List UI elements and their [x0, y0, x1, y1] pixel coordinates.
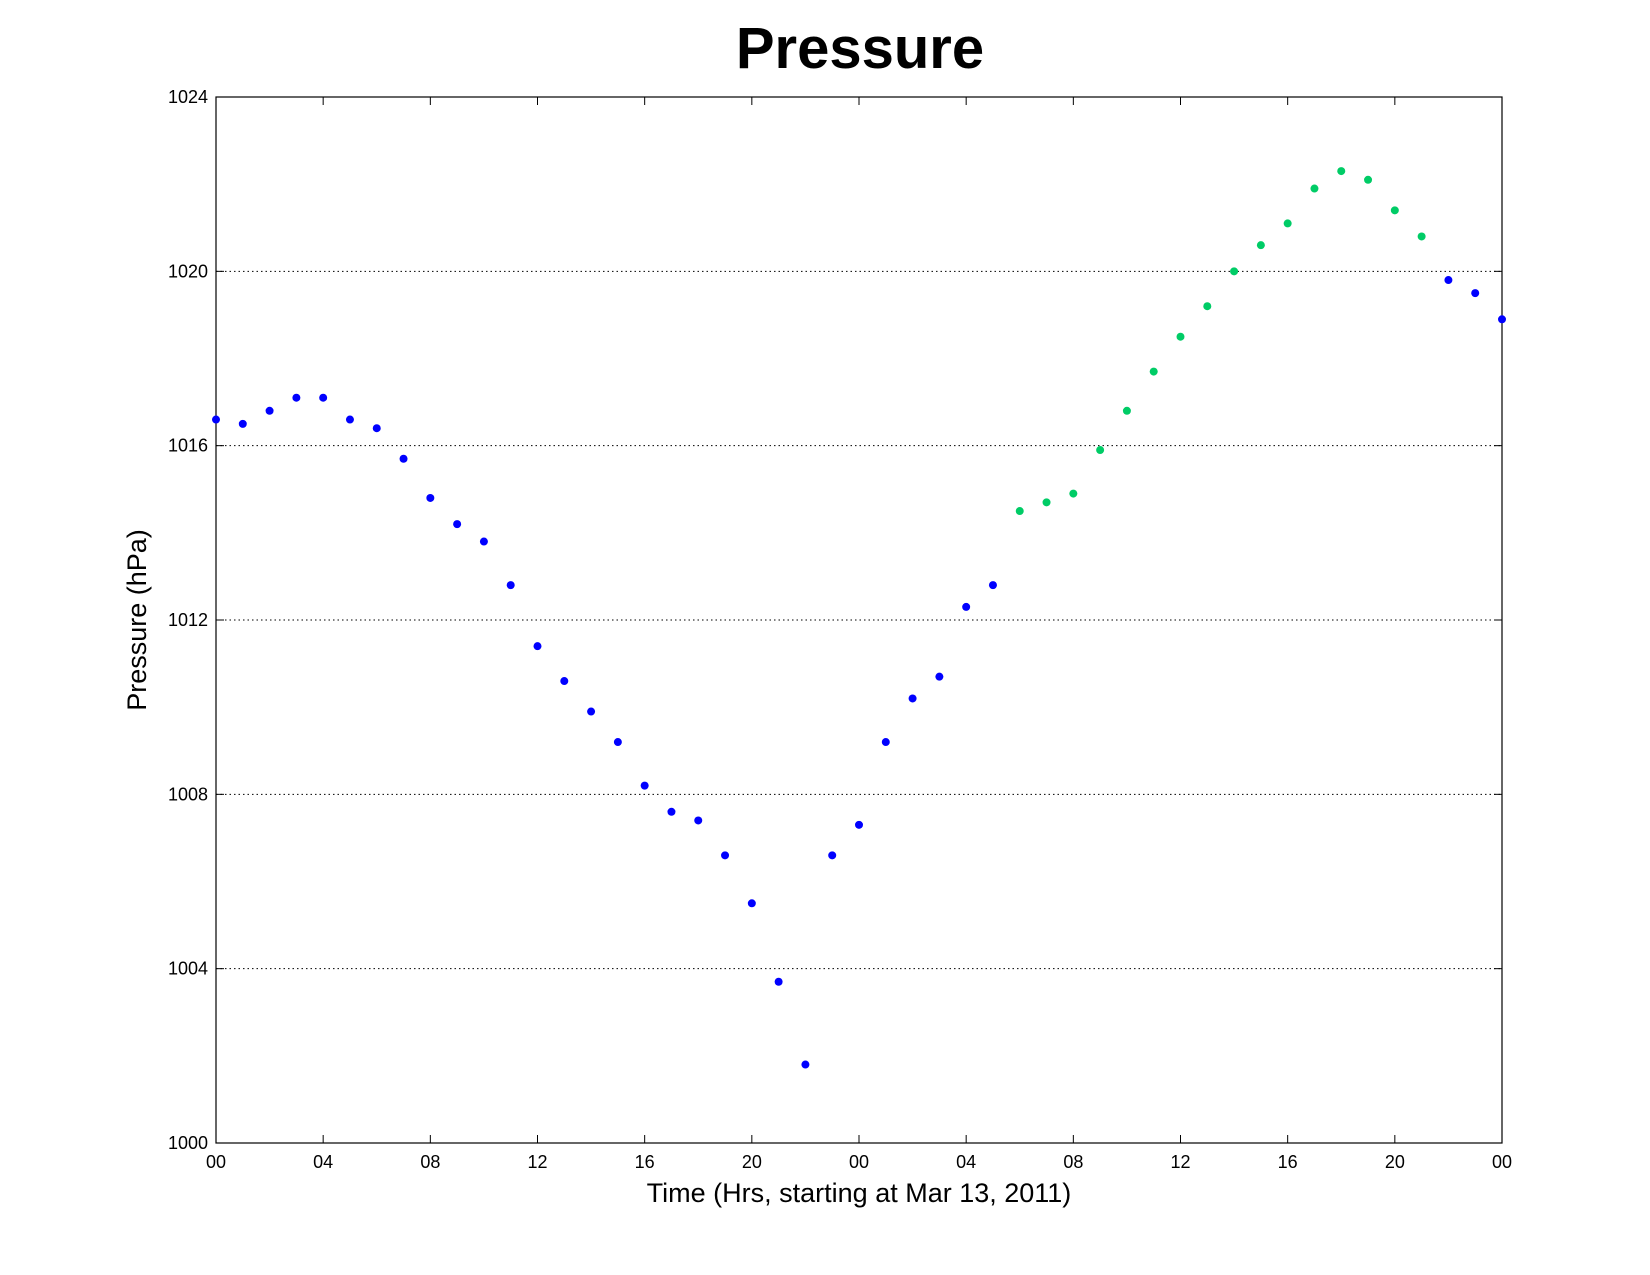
- data-point-series-2: [1364, 175, 1373, 184]
- y-axis-label: Pressure (hPa): [122, 529, 152, 711]
- data-point-series-1: [560, 677, 569, 686]
- x-tick-label: 08: [420, 1152, 440, 1172]
- y-tick-label: 1004: [168, 959, 208, 979]
- data-point-series-2: [1149, 367, 1158, 376]
- data-point-series-1: [855, 820, 863, 829]
- data-point-series-1: [774, 977, 783, 986]
- data-point-series-2: [1042, 498, 1051, 507]
- data-point-series-1: [962, 602, 971, 611]
- chart-title: Pressure: [736, 16, 984, 81]
- data-point-series-2: [1390, 206, 1399, 215]
- x-tick-label: 16: [635, 1152, 655, 1172]
- x-tick-label: 16: [1278, 1152, 1298, 1172]
- x-tick-label: 20: [742, 1152, 762, 1172]
- y-tick-label: 1024: [168, 87, 208, 107]
- x-tick-label: 20: [1385, 1152, 1405, 1172]
- data-point-series-1: [399, 454, 408, 463]
- data-point-series-1: [908, 694, 917, 703]
- x-tick-label: 08: [1063, 1152, 1083, 1172]
- data-point-series-1: [640, 781, 649, 790]
- data-point-series-2: [1337, 167, 1346, 176]
- y-tick-label: 1000: [168, 1133, 208, 1153]
- data-point-series-1: [721, 851, 730, 860]
- data-point-series-1: [292, 393, 301, 402]
- data-point-series-1: [694, 816, 703, 825]
- data-point-series-1: [533, 642, 542, 651]
- data-point-series-1: [453, 520, 462, 529]
- data-point-series-1: [613, 738, 622, 747]
- data-point-series-2: [1096, 446, 1105, 455]
- data-point-series-2: [1176, 332, 1185, 341]
- data-point-series-2: [1310, 184, 1319, 193]
- data-point-series-2: [1122, 406, 1131, 415]
- data-point-series-1: [1444, 276, 1453, 285]
- data-point-series-1: [747, 899, 756, 908]
- y-gridlines: [216, 270, 1502, 970]
- data-point-series-1: [828, 851, 837, 860]
- axis-ticks: [215, 96, 1503, 1144]
- data-point-series-1: [587, 707, 596, 716]
- data-point-series-2: [1417, 232, 1426, 241]
- data-point-series-1: [345, 415, 354, 424]
- data-point-series-1: [319, 393, 328, 402]
- data-point-series-1: [238, 419, 247, 428]
- data-points: [212, 167, 1506, 1069]
- x-tick-label: 12: [1170, 1152, 1190, 1172]
- x-tick-label: 00: [849, 1152, 869, 1172]
- data-point-series-2: [1069, 489, 1078, 498]
- x-tick-label: 00: [1492, 1152, 1512, 1172]
- data-point-series-1: [801, 1060, 810, 1069]
- x-tick-label: 12: [527, 1152, 547, 1172]
- data-point-series-2: [1256, 241, 1265, 250]
- data-point-series-1: [667, 807, 676, 816]
- data-point-series-2: [1230, 267, 1239, 276]
- y-tick-label: 1020: [168, 261, 208, 281]
- x-axis-label: Time (Hrs, starting at Mar 13, 2011): [647, 1178, 1072, 1208]
- data-point-series-1: [1498, 315, 1506, 324]
- y-tick-label: 1008: [168, 784, 208, 804]
- data-point-series-1: [1471, 289, 1480, 298]
- y-tick-label: 1016: [168, 436, 208, 456]
- x-tick-label: 04: [956, 1152, 976, 1172]
- y-tick-label: 1012: [168, 610, 208, 630]
- data-point-series-1: [426, 493, 435, 502]
- x-tick-label: 00: [206, 1152, 226, 1172]
- data-point-series-1: [506, 581, 515, 590]
- data-point-series-2: [1203, 302, 1212, 311]
- data-point-series-1: [265, 406, 274, 415]
- data-point-series-1: [935, 672, 944, 681]
- data-point-series-1: [881, 738, 890, 747]
- data-point-series-1: [988, 581, 997, 590]
- x-axis-tick-labels: 00 04 08 12 16 20 00 04 08 12 16 20 00: [206, 1152, 1512, 1172]
- data-point-series-1: [372, 424, 381, 433]
- data-point-series-2: [1283, 219, 1292, 228]
- data-point-series-2: [1015, 507, 1024, 516]
- data-point-series-1: [212, 415, 220, 424]
- data-point-series-1: [479, 537, 488, 546]
- y-axis-tick-labels: 1000 1004 1008 1012 1016 1020 1024: [168, 87, 208, 1153]
- x-tick-label: 04: [313, 1152, 333, 1172]
